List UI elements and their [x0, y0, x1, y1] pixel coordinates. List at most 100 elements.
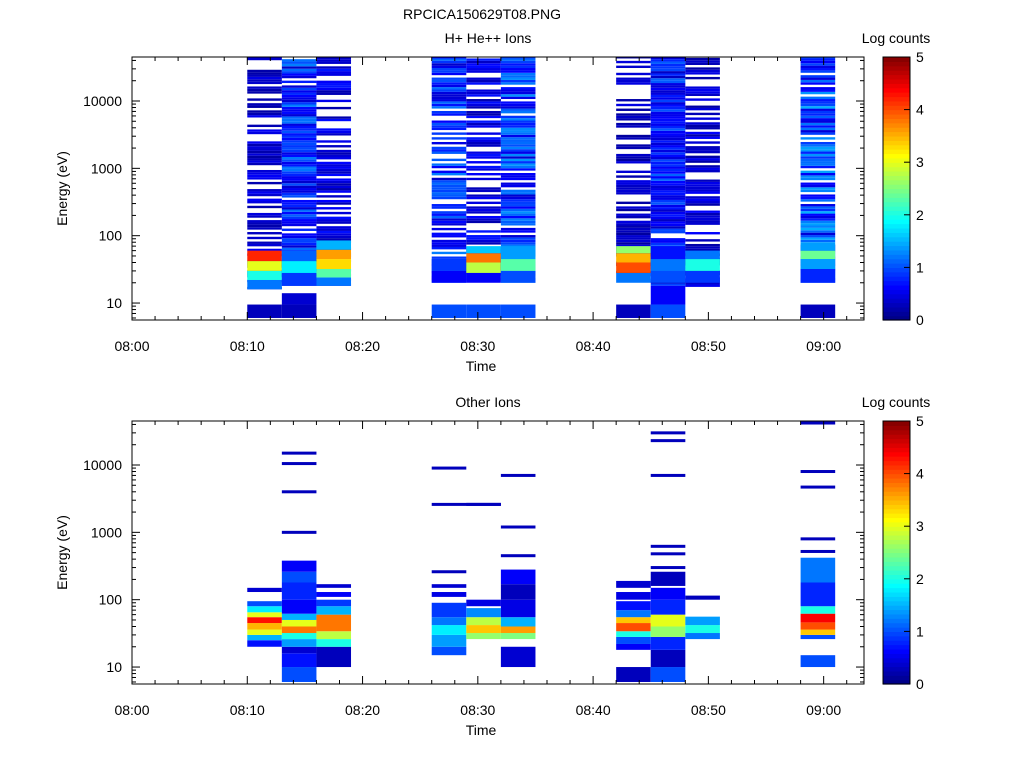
- spectrogram-bin: [247, 146, 282, 149]
- spectrogram-line: [431, 502, 501, 506]
- spectrogram-bin: [431, 149, 467, 152]
- x-tick-label: 08:10: [230, 702, 265, 718]
- spectrogram-bin: [247, 205, 282, 209]
- spectrogram-line: [650, 552, 686, 556]
- colorbar-tick-label: 4: [916, 102, 924, 118]
- spectrogram-bin: [466, 633, 501, 640]
- colorbar-segment: [883, 429, 910, 435]
- spectrogram-bin: [431, 220, 467, 224]
- colorbar: 0 1 2 3 4 5 Log counts: [862, 394, 931, 692]
- spectrogram-bin: [316, 87, 352, 91]
- spectrogram-bin: [316, 116, 352, 119]
- spectrogram-bin: [281, 135, 317, 138]
- spectrogram-bin: [281, 133, 317, 136]
- spectrogram-bin: [431, 223, 467, 226]
- spectrogram-bin: [616, 137, 651, 140]
- spectrogram-bin: [800, 96, 836, 100]
- spectrogram-bin: [281, 75, 317, 79]
- spectrogram-bin: [466, 262, 501, 273]
- spectrogram-bin: [685, 86, 720, 89]
- spectrogram-bin: [650, 180, 686, 184]
- spectrogram-bin: [800, 60, 836, 64]
- colorbar-segment: [883, 543, 910, 549]
- spectrogram-bin: [466, 89, 501, 92]
- spectrogram-bin: [616, 180, 651, 183]
- spectrogram-bin: [500, 230, 536, 233]
- spectrogram-bin: [650, 104, 686, 107]
- spectrogram-bin: [281, 633, 317, 640]
- spectrogram-bin: [616, 208, 651, 212]
- spectrogram-bin: [431, 127, 467, 131]
- spectrogram-bin: [281, 109, 317, 112]
- spectrogram-bin: [500, 235, 536, 238]
- spectrogram-bin: [466, 125, 501, 128]
- spectrogram-bin: [650, 114, 686, 117]
- spectrogram-bin: [800, 215, 836, 219]
- spectrogram-bin: [466, 201, 501, 205]
- spectrogram-bin: [247, 129, 282, 132]
- spectrogram-bin: [500, 122, 536, 126]
- spectrogram-bin: [500, 304, 536, 318]
- spectrogram-bin: [500, 118, 536, 121]
- spectrogram-bin: [466, 239, 501, 243]
- colorbar-segment: [883, 179, 910, 185]
- colorbar-segment: [883, 534, 910, 540]
- spectrogram-bin: [247, 160, 282, 163]
- spectrogram-bin: [616, 272, 651, 283]
- spectrogram-bin: [650, 118, 686, 122]
- spectrogram-bin: [500, 246, 536, 260]
- spectrogram-bin: [616, 230, 651, 233]
- spectrogram-bin: [431, 187, 467, 190]
- spectrogram-bin: [281, 80, 317, 84]
- spectrogram-bin: [247, 640, 282, 647]
- spectrogram-bin: [316, 145, 352, 148]
- spectrogram-bin: [247, 115, 282, 118]
- spectrogram-bin: [685, 203, 720, 206]
- spectrogram-bin: [500, 213, 536, 216]
- colorbar-segment: [883, 149, 910, 155]
- spectrogram-bin: [500, 94, 536, 97]
- spectrogram-bin: [616, 182, 651, 185]
- spectrogram-bin: [247, 261, 282, 271]
- spectrogram-bin: [466, 304, 501, 318]
- spectrogram-bin: [616, 667, 651, 682]
- colorbar-segment: [883, 284, 910, 290]
- spectrogram-bin: [650, 149, 686, 153]
- colorbar-segment: [883, 157, 910, 163]
- spectrogram-bin: [500, 204, 536, 207]
- spectrogram-bin: [281, 173, 317, 177]
- colorbar-tick-label: 0: [916, 676, 924, 692]
- spectrogram-bin: [500, 244, 536, 247]
- spectrogram-bin: [685, 160, 720, 163]
- spectrogram-bin: [431, 84, 467, 88]
- spectrogram-bin: [650, 242, 686, 246]
- x-tick-label: 08:30: [460, 338, 495, 354]
- colorbar-segment: [883, 214, 910, 220]
- colorbar-segment: [883, 74, 910, 80]
- spectrogram-bin: [281, 219, 317, 222]
- colorbar-segment: [883, 96, 910, 102]
- spectrogram-bin: [650, 211, 686, 215]
- spectrogram-bin: [650, 230, 686, 234]
- spectrogram-bin: [500, 242, 536, 245]
- spectrogram-bin: [650, 259, 686, 271]
- spectrogram-line: [650, 473, 686, 477]
- spectrogram-bin: [650, 185, 686, 189]
- colorbar-segment: [883, 232, 910, 238]
- spectrogram-bin: [281, 97, 317, 100]
- spectrogram-bin: [500, 82, 536, 85]
- spectrogram-bin: [650, 183, 686, 186]
- spectrogram-bin: [800, 103, 836, 107]
- spectrogram-bin: [500, 60, 536, 64]
- spectrogram-bin: [431, 91, 467, 95]
- spectrogram-bin: [800, 223, 836, 226]
- colorbar-segment: [883, 201, 910, 207]
- spectrogram-bin: [247, 155, 282, 159]
- spectrogram-bin: [466, 211, 501, 214]
- spectrogram-bin: [800, 173, 836, 176]
- spectrogram-bin: [431, 79, 467, 83]
- colorbar-segment: [883, 223, 910, 229]
- spectrogram-bin: [466, 77, 501, 80]
- spectrogram-bin: [650, 75, 686, 79]
- spectrogram-bin: [685, 189, 720, 192]
